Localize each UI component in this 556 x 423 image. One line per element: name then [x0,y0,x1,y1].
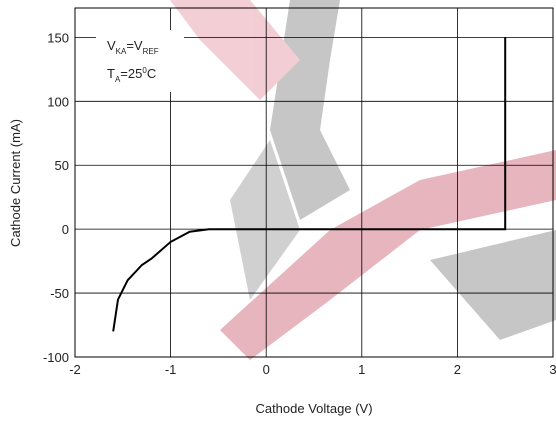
annotation: VKA=VREF [107,38,159,56]
x-tick-label: 2 [454,362,461,377]
x-tick-label: 3 [549,362,556,377]
watermark-shape [430,230,556,340]
y-tick-label: 0 [62,222,69,237]
annotation-part: C [147,66,156,81]
annotation-box [96,30,184,92]
y-tick-label: 100 [47,94,69,109]
annotation: TA=250C [107,66,156,84]
watermark-shape [230,140,300,300]
x-tick-label: 1 [358,362,365,377]
watermark [170,0,556,360]
x-tick-label: -1 [165,362,177,377]
annotation-part: KA [116,47,127,56]
annotation-part: =V [126,38,143,53]
annotation-part: T [107,66,115,81]
x-tick-label: 0 [263,362,270,377]
annotation-part: A [115,75,121,84]
x-tick-label: -2 [69,362,81,377]
y-tick-label: -50 [50,286,69,301]
x-axis-label: Cathode Voltage (V) [255,401,372,416]
y-axis-label: Cathode Current (mA) [8,119,23,247]
y-tick-label: 50 [55,158,69,173]
annotation-part: REF [143,47,159,56]
y-tick-label: 150 [47,30,69,45]
annotation-part: =25 [120,66,142,81]
data-line [112,37,507,332]
watermark-shape [220,150,556,360]
y-tick-label: -100 [43,350,69,365]
watermark-shape [170,0,300,100]
annotation-part: V [107,38,116,53]
annotation-part: 0 [142,66,147,75]
